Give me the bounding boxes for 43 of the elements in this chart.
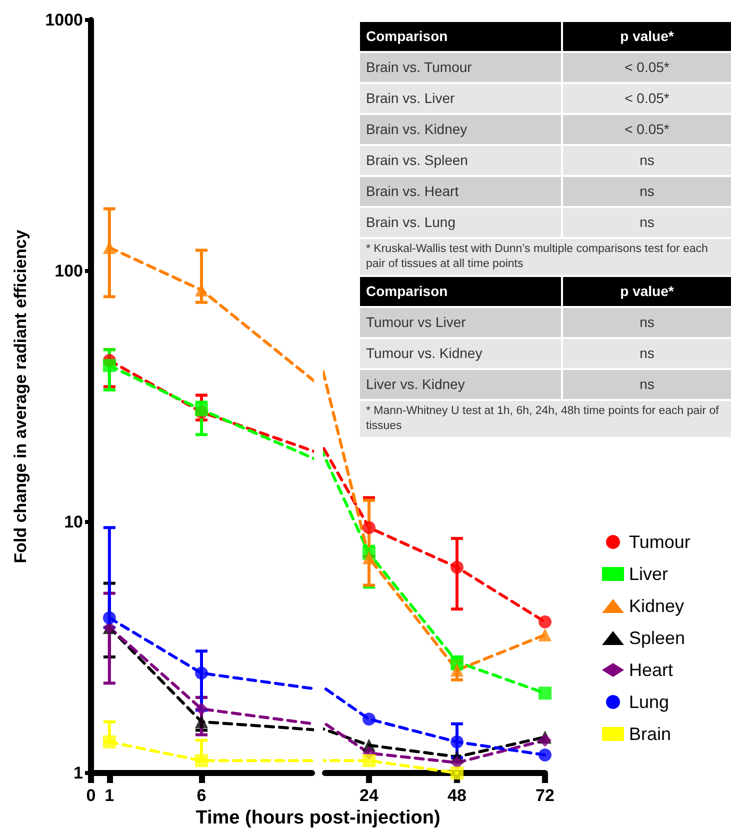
annotation: Comparison [360,277,563,306]
annotation: Brain vs. Lung [360,208,563,237]
annotation: * Mann-Whitney U test at 1h, 6h, 24h, 48h time points for each pair of tissues [360,401,731,439]
x-tick-label: 1 [104,786,114,805]
x-tick-label: 48 [448,786,466,805]
annotation: * Kruskal-Wallis test with Dunn’s multiple comparisons test for each pair of tissues at all time points [360,239,731,277]
text: ns [638,182,656,201]
x-axis-title: Time (hours post-injection) [196,808,440,828]
annotation: Liver vs. Kidney [360,370,563,399]
legend-label: Heart [629,660,674,680]
annotation: Brain vs. Spleen [360,146,563,175]
annotation: Brain vs. Kidney [360,115,563,144]
y-tick-label: 1000 [45,10,83,30]
text: < 0.05* [624,120,670,139]
annotation: Brain vs. Liver [360,84,563,113]
annotation: Tumour vs Liver [360,308,563,337]
y-axis-title: Fold change in average radiant efficiency [11,229,30,564]
annotation: Comparison [360,22,563,51]
text: ns [638,313,656,332]
y-tick-label: 10 [64,512,83,532]
legend-label: Liver [629,564,668,584]
text: ns [638,151,656,170]
legend-label: Kidney [629,596,684,616]
y-tick-label: 1 [74,764,83,782]
text: ns [638,344,656,363]
annotation: Brain vs. Tumour [360,53,563,82]
legend-label: Brain [629,724,672,744]
legend-label: Lung [629,692,670,712]
legend-label: Tumour [629,532,690,552]
text: < 0.05* [624,89,670,108]
y-tick-label: 100 [54,262,83,280]
annotation: Tumour vs. Kidney [360,339,563,368]
text: < 0.05* [624,58,670,77]
text: p value* [619,27,675,46]
annotation: Brain vs. Heart [360,177,563,206]
text: p value* [619,282,675,301]
x-tick-label: 0 [86,786,96,805]
x-tick-label: 6 [196,786,206,805]
legend-label: Spleen [629,628,686,648]
x-tick-label: 72 [536,786,554,805]
text: ns [638,213,656,232]
x-tick-label: 24 [360,786,379,805]
text: ns [638,375,656,394]
